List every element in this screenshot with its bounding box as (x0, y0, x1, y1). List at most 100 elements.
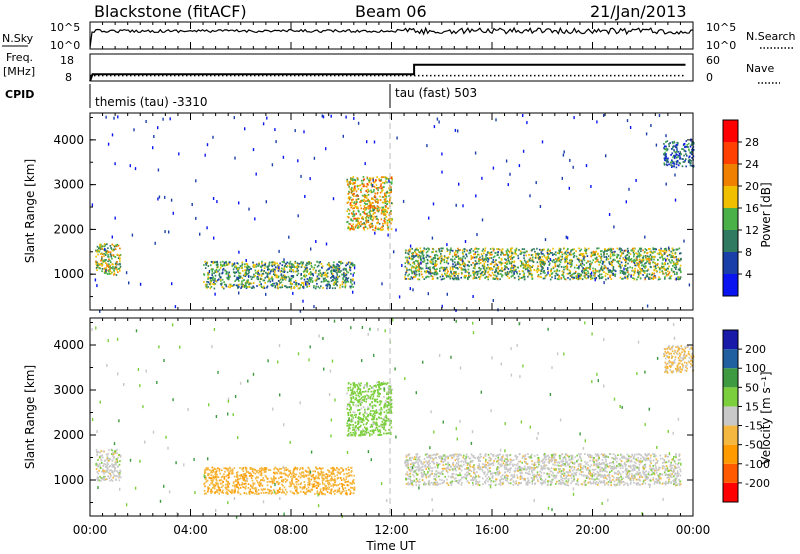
echo-cell (377, 227, 379, 230)
echo-cell (204, 283, 207, 286)
echo-cell (457, 263, 459, 265)
echo-noise (577, 274, 580, 278)
echo-cell (362, 179, 365, 182)
echo-cell (114, 467, 117, 469)
echo-cell (105, 267, 107, 269)
echo-cell (102, 450, 105, 453)
echo-cell (254, 477, 257, 480)
echo-cell (440, 247, 442, 250)
echo-cell (560, 259, 562, 261)
echo-cell (204, 471, 207, 474)
echo-cell (291, 283, 293, 285)
echo-cell (677, 142, 679, 144)
echo-cell (577, 257, 580, 260)
echo-cell (443, 259, 446, 261)
echo-cell (420, 255, 422, 258)
echo-cell (351, 177, 354, 180)
echo-cell (325, 477, 327, 480)
echo-cell (218, 274, 221, 277)
echo-noise (549, 258, 552, 262)
echo-cell (547, 270, 550, 273)
echo-cell (659, 267, 661, 270)
echo-cell (241, 267, 243, 269)
echo-cell (517, 275, 520, 278)
echo-cell (216, 260, 218, 263)
echo-cell (387, 178, 390, 181)
echo-cell (620, 261, 623, 264)
echo-cell (369, 209, 372, 212)
echo-cell (539, 275, 541, 278)
echo-cell (113, 248, 115, 251)
echo-cell (111, 453, 113, 455)
echo-cell (234, 488, 236, 490)
echo-cell (386, 224, 389, 227)
echo-cell (499, 278, 501, 281)
echo-cell (356, 201, 358, 203)
echo-cell (519, 250, 522, 253)
echo-cell (571, 260, 573, 262)
echo-noise (252, 148, 255, 152)
echo-noise (526, 121, 528, 125)
echo-cell (545, 257, 547, 259)
echo-noise (313, 156, 316, 160)
echo-cell (439, 262, 442, 265)
echo-cell (325, 279, 328, 282)
echo-cell (483, 265, 486, 268)
echo-cell (266, 285, 269, 288)
echo-cell (308, 261, 310, 264)
echo-cell (319, 274, 322, 277)
echo-cell (241, 263, 244, 266)
echo-cell (385, 200, 387, 203)
echo-cell (258, 492, 260, 495)
echo-cell (271, 261, 274, 264)
echo-cell (420, 250, 422, 253)
echo-cell (676, 159, 679, 162)
echo-cell (212, 469, 214, 471)
echo-cell (674, 253, 677, 255)
echo-cell (119, 269, 121, 272)
echo-noise (157, 168, 160, 172)
echo-noise (238, 291, 240, 295)
echo-cell (365, 190, 367, 192)
echo-cell (407, 253, 410, 256)
echo-cell (215, 271, 218, 273)
echo-cell (290, 270, 293, 273)
echo-cell (381, 225, 384, 228)
echo-noise (402, 199, 405, 203)
echo-noise (105, 115, 107, 119)
echo-cell (242, 478, 245, 481)
echo-cell (498, 248, 501, 251)
echo-cell (301, 487, 304, 490)
echo-cell (217, 279, 219, 282)
echo-cell (411, 258, 413, 261)
echo-cell (472, 256, 474, 259)
echo-cell (358, 226, 361, 229)
echo-cell (99, 245, 101, 248)
echo-cell (331, 274, 334, 276)
echo-cell (341, 483, 343, 485)
echo-cell (349, 228, 351, 231)
echo-cell (451, 258, 453, 261)
echo-cell (336, 471, 339, 473)
echo-noise (446, 243, 448, 247)
echo-noise (395, 228, 397, 232)
echo-cell (612, 254, 614, 257)
echo-cell (446, 250, 449, 252)
echo-cell (309, 276, 311, 279)
echo-cell (544, 260, 546, 263)
echo-cell (671, 247, 674, 250)
echo-cell (603, 253, 605, 256)
echo-cell (498, 256, 500, 259)
echo-cell (691, 149, 693, 151)
echo-cell (112, 254, 115, 256)
echo-cell (309, 268, 311, 270)
echo-cell (572, 248, 574, 251)
echo-cell (319, 488, 322, 491)
echo-cell (223, 477, 226, 480)
echo-cell (224, 269, 227, 272)
echo-cell (458, 249, 460, 252)
echo-cell (261, 286, 263, 288)
echo-cell (236, 471, 239, 473)
echo-cell (492, 261, 495, 264)
echo-cell (285, 493, 287, 496)
